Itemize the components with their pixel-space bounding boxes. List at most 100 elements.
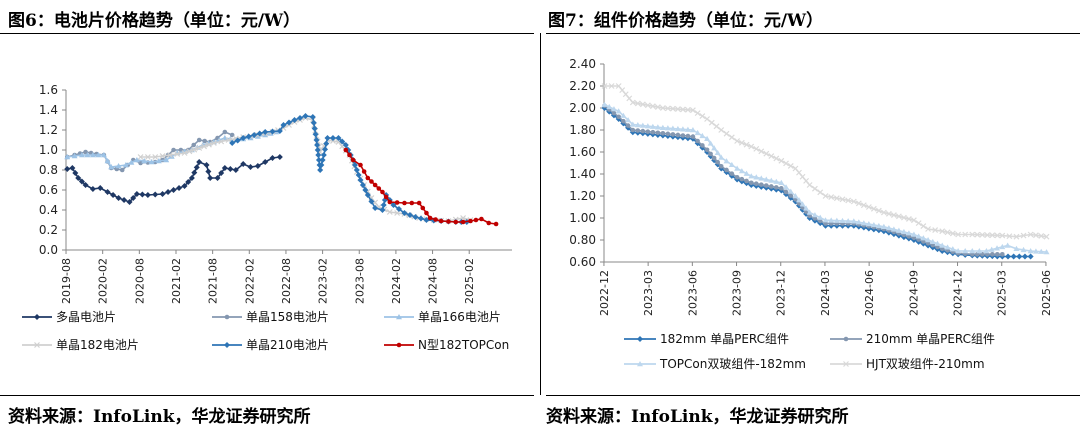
x-tick-label: 2022-12 xyxy=(598,270,611,316)
data-point xyxy=(944,244,951,250)
data-point xyxy=(939,228,946,235)
data-point xyxy=(674,106,681,113)
data-point xyxy=(232,167,239,173)
data-point xyxy=(680,133,686,138)
data-point xyxy=(372,182,378,188)
data-point xyxy=(417,215,424,222)
data-point xyxy=(402,200,407,206)
data-point xyxy=(71,153,78,159)
data-point xyxy=(817,214,824,220)
data-point xyxy=(329,135,336,141)
legend-marker xyxy=(224,314,230,320)
left-figure-title: 图6：电池片价格趋势（单位：元/W） xyxy=(8,11,301,31)
data-point xyxy=(748,143,755,150)
data-point xyxy=(357,177,364,183)
x-tick-label: 2024-09 xyxy=(907,270,920,316)
module-price-chart: 0.60 0.80 1.00 1.20 1.40 1.60 1.80 2.00 2.20 2.40… xyxy=(569,57,1053,371)
data-point xyxy=(218,170,225,176)
data-point xyxy=(69,165,76,171)
data-point xyxy=(949,230,956,237)
data-point xyxy=(654,104,661,111)
data-point xyxy=(351,162,358,168)
data-point xyxy=(679,106,686,113)
data-point xyxy=(104,189,111,195)
data-point xyxy=(406,212,413,218)
data-point xyxy=(920,235,927,241)
data-point xyxy=(955,248,962,254)
x-tick-label: 2025-06 xyxy=(1040,270,1053,316)
data-point xyxy=(634,122,641,128)
data-point xyxy=(860,202,867,209)
data-point xyxy=(778,179,785,185)
data-point xyxy=(247,164,254,170)
data-point xyxy=(312,131,319,138)
data-point xyxy=(799,201,806,207)
data-point xyxy=(165,189,172,195)
legend-marker xyxy=(396,342,402,348)
data-point xyxy=(711,155,717,161)
data-point xyxy=(119,167,125,173)
data-point xyxy=(387,199,393,205)
data-point xyxy=(855,219,862,225)
data-point xyxy=(629,121,636,127)
data-point xyxy=(649,123,656,129)
data-point xyxy=(97,185,104,191)
data-point xyxy=(196,145,203,151)
data-point xyxy=(323,140,330,147)
x-tick-label: 2022-02 xyxy=(243,258,256,304)
data-point xyxy=(401,210,408,216)
data-point xyxy=(850,198,857,205)
data-point xyxy=(811,212,818,218)
data-point xyxy=(251,132,258,138)
data-point xyxy=(122,162,129,168)
data-point xyxy=(655,130,661,136)
data-point xyxy=(313,137,320,143)
y-tick-label: 1.6 xyxy=(39,83,58,97)
legend-item: 单晶166电池片 xyxy=(384,310,501,324)
data-point xyxy=(218,138,225,145)
data-point xyxy=(89,186,96,192)
data-point xyxy=(700,143,705,148)
data-point xyxy=(768,177,775,183)
data-point xyxy=(949,246,956,252)
data-point xyxy=(660,131,666,136)
data-point xyxy=(64,166,71,172)
data-point xyxy=(1020,246,1027,253)
data-point xyxy=(769,184,774,189)
x-tick-label: 2023-02 xyxy=(317,258,330,304)
x-tick-label: 2021-02 xyxy=(170,258,183,304)
data-point xyxy=(999,243,1006,250)
data-point xyxy=(625,117,632,123)
data-point xyxy=(353,167,360,173)
data-point xyxy=(684,126,691,132)
data-point xyxy=(753,181,759,187)
data-point xyxy=(811,185,818,192)
data-point xyxy=(774,185,779,190)
data-point xyxy=(855,200,862,207)
data-point xyxy=(645,129,651,134)
x-tick-label: 2023-06 xyxy=(686,270,699,316)
data-point xyxy=(976,248,983,254)
data-point xyxy=(383,194,389,200)
data-point xyxy=(1006,233,1013,240)
series-4 xyxy=(229,113,470,225)
data-point xyxy=(955,231,962,238)
data-point xyxy=(159,153,166,159)
data-point xyxy=(744,178,749,184)
data-point xyxy=(1004,253,1011,260)
data-point xyxy=(193,164,200,171)
data-point xyxy=(82,182,89,188)
data-point xyxy=(728,134,735,141)
data-point xyxy=(262,129,269,135)
data-point xyxy=(335,135,342,141)
legend-marker xyxy=(843,336,849,342)
data-point xyxy=(276,128,283,134)
data-point xyxy=(939,242,946,248)
y-tick-label: 0.0 xyxy=(39,243,58,257)
data-point xyxy=(225,137,232,143)
data-point xyxy=(625,123,631,128)
data-point xyxy=(969,248,976,254)
series-5 xyxy=(343,147,499,227)
data-point xyxy=(988,246,995,252)
legend-item: 182mm 单晶PERC组件 xyxy=(624,332,789,346)
